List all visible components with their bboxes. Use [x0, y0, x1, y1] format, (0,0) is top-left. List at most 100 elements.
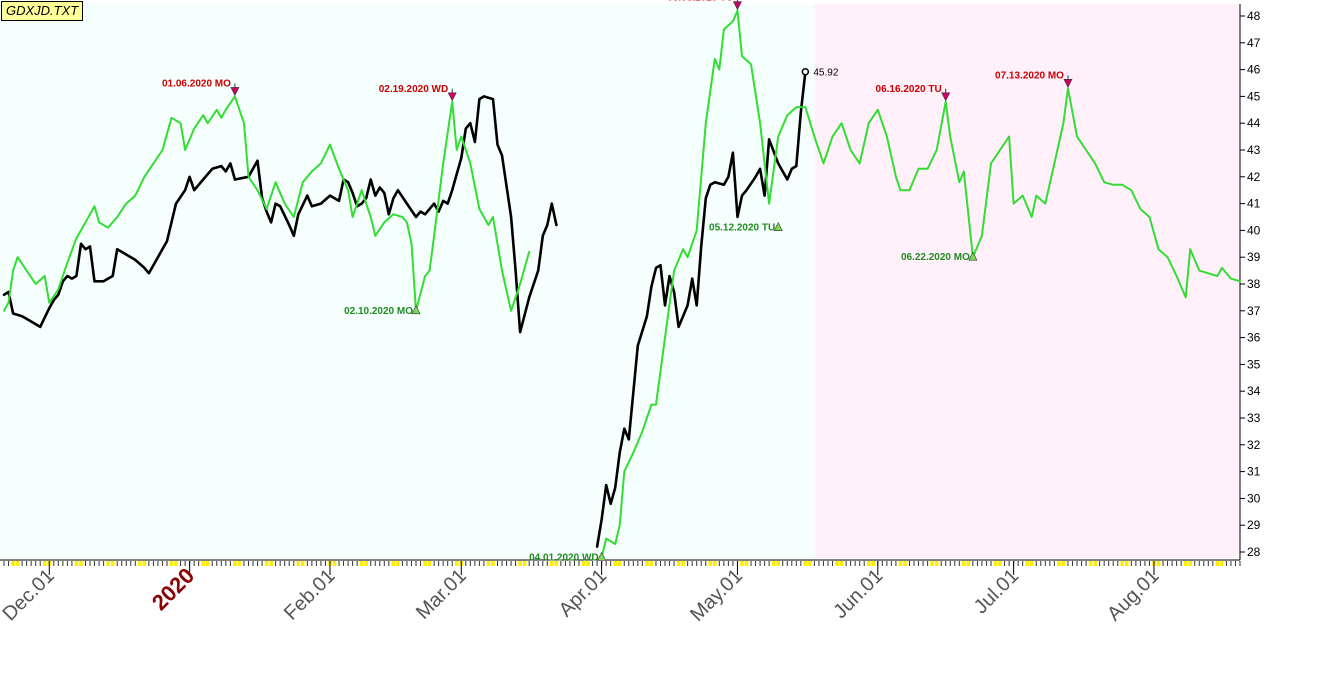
- low-annotation-label: 04.01.2020 WD: [529, 552, 599, 563]
- weekend-tick: [1029, 561, 1034, 566]
- weekend-tick: [708, 561, 713, 566]
- weekend-tick: [1088, 561, 1093, 566]
- weekend-tick: [522, 561, 527, 566]
- y-tick-label: 32: [1247, 438, 1261, 452]
- weekend-tick: [201, 561, 206, 566]
- weekend-tick: [138, 561, 142, 566]
- weekend-tick: [1156, 561, 1161, 566]
- weekend-tick: [110, 561, 115, 566]
- low-marker: [411, 305, 421, 315]
- high-annotation-label: 07.13.2020 MO: [995, 70, 1064, 81]
- y-tick-label: 40: [1247, 223, 1261, 237]
- low-marker: [773, 222, 783, 232]
- weekend-tick: [205, 561, 210, 566]
- last-value-label: 45.92: [813, 68, 838, 79]
- weekend-tick: [1215, 561, 1220, 566]
- weekend-tick: [930, 561, 934, 566]
- y-tick-label: 47: [1247, 36, 1261, 50]
- weekend-tick: [396, 561, 400, 566]
- price-line: [595, 70, 807, 548]
- weekend-tick: [966, 561, 971, 566]
- weekend-tick: [713, 561, 717, 566]
- weekend-tick: [993, 561, 998, 566]
- series: [2, 9, 1241, 559]
- y-tick-label: 28: [1247, 545, 1261, 559]
- high-annotation-label: 01.06.2020 MO: [162, 78, 231, 89]
- forecast-region: [814, 4, 1240, 558]
- weekend-tick: [332, 561, 337, 566]
- weekend-tick: [1093, 561, 1097, 566]
- weekend-tick: [1057, 561, 1061, 566]
- weekend-tick: [359, 561, 364, 566]
- weekend-tick: [586, 561, 590, 566]
- y-tick-label: 29: [1247, 518, 1261, 532]
- low-annotation-label: 06.22.2020 MO: [901, 252, 970, 263]
- weekend-tick: [866, 561, 871, 566]
- weekend-tick: [269, 561, 273, 566]
- y-tick-label: 30: [1247, 491, 1261, 505]
- weekend-tick: [681, 561, 685, 566]
- y-tick-label: 38: [1247, 277, 1261, 291]
- weekend-tick: [491, 561, 495, 566]
- weekend-tick: [391, 561, 396, 566]
- x-year-label: 2020: [147, 563, 199, 615]
- weekend-tick: [581, 561, 586, 566]
- weekend-tick: [898, 561, 903, 566]
- x-month-label: Jun.01: [829, 565, 887, 623]
- weekend-tick: [106, 561, 110, 566]
- weekend-tick: [676, 561, 681, 566]
- weekend-tick: [1061, 561, 1066, 566]
- y-tick-label: 44: [1247, 116, 1261, 130]
- weekend-tick: [427, 561, 432, 566]
- x-month-label: Jul.01: [970, 565, 1023, 618]
- y-tick-label: 41: [1247, 197, 1261, 211]
- low-marker: [597, 551, 607, 561]
- weekend-tick: [11, 561, 15, 566]
- weekend-tick: [74, 561, 79, 566]
- weekend-tick: [169, 561, 174, 566]
- weekend-tick: [808, 561, 812, 566]
- x-month-label: May.01: [686, 565, 747, 626]
- weekend-tick: [15, 561, 20, 566]
- high-annotation-label: 06.16.2020 TU: [876, 84, 942, 95]
- weekend-tick: [803, 561, 808, 566]
- projection-line: [600, 9, 1241, 559]
- high-annotation-label: 02.19.2020 WD: [379, 84, 449, 95]
- x-month-label: Dec.01: [0, 565, 59, 625]
- y-tick-label: 42: [1247, 170, 1261, 184]
- weekend-tick: [744, 561, 749, 566]
- y-tick-label: 43: [1247, 143, 1261, 157]
- x-month-label: Apr.01: [555, 565, 611, 621]
- y-tick-label: 35: [1247, 357, 1261, 371]
- chart-background: [0, 4, 1240, 558]
- weekend-tick: [645, 561, 649, 566]
- weekend-tick: [776, 561, 780, 566]
- y-tick-label: 34: [1247, 384, 1261, 398]
- x-month-label: Aug.01: [1103, 565, 1163, 625]
- weekend-tick: [486, 561, 491, 566]
- last-value-marker: [801, 67, 810, 76]
- y-tick-label: 37: [1247, 304, 1261, 318]
- weekend-tick: [1125, 561, 1129, 566]
- low-annotation-label: 02.10.2020 MO: [344, 306, 413, 317]
- weekend-tick: [649, 561, 654, 566]
- weekend-tick: [454, 561, 459, 566]
- weekend-tick: [998, 561, 1002, 566]
- weekend-tick: [1220, 561, 1224, 566]
- y-tick-label: 31: [1247, 465, 1261, 479]
- y-tick-label: 33: [1247, 411, 1261, 425]
- weekend-tick: [617, 561, 622, 566]
- price-line: [2, 95, 558, 334]
- weekend-tick: [1120, 561, 1125, 566]
- high-annotation-label: 05.05.2020 TU: [667, 0, 733, 4]
- weekend-tick: [962, 561, 966, 566]
- weekend-tick: [839, 561, 844, 566]
- weekend-tick: [771, 561, 776, 566]
- high-marker: [732, 1, 742, 11]
- weekend-tick: [934, 561, 939, 566]
- low-marker: [968, 251, 978, 261]
- history-region: [0, 4, 815, 558]
- weekend-tick: [903, 561, 907, 566]
- weekend-tick: [871, 561, 876, 566]
